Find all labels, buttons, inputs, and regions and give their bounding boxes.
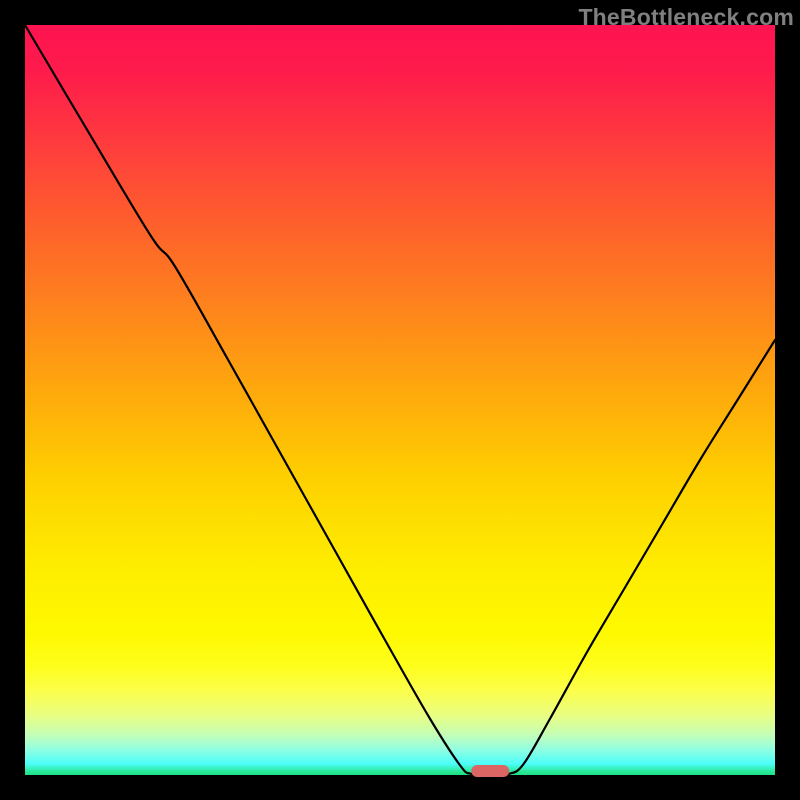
bottleneck-curve	[25, 25, 775, 775]
optimal-point-marker	[471, 765, 509, 777]
curve-layer	[25, 25, 775, 775]
chart-container: { "watermark": { "text": "TheBottleneck.…	[0, 0, 800, 800]
plot-area	[25, 25, 775, 775]
